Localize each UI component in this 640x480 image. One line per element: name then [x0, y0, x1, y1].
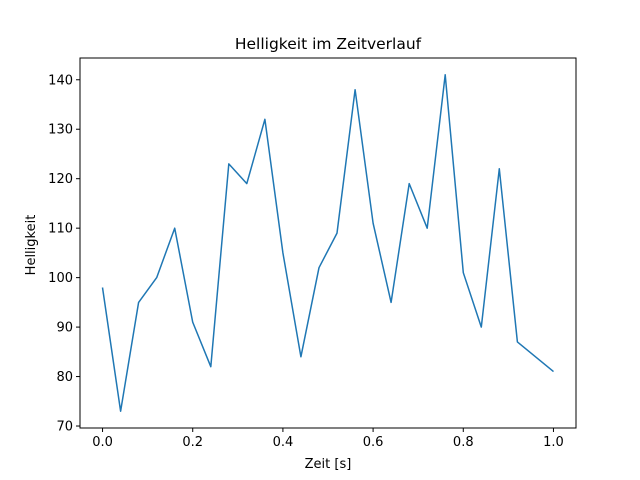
y-tick-label: 70 [56, 420, 73, 435]
y-tick-label: 120 [48, 172, 73, 187]
y-axis-title: Helligkeit [24, 215, 39, 276]
x-axis-title: Zeit [s] [305, 457, 352, 472]
y-tick-label: 140 [48, 73, 73, 88]
x-tick-label: 0.6 [363, 435, 384, 450]
y-tick-label: 100 [48, 271, 73, 286]
x-tick-label: 0.0 [92, 435, 113, 450]
plot-area [101, 74, 554, 412]
x-tick-label: 0.8 [453, 435, 474, 450]
y-tick-label: 90 [56, 321, 73, 336]
y-axis-ticks: 70 80 90 100 110 120 130 140 [48, 73, 80, 435]
y-tick-label: 110 [48, 222, 73, 237]
axes-frame [79, 57, 577, 429]
chart-title: Helligkeit im Zeitverlauf [235, 35, 422, 53]
x-tick-label: 0.4 [273, 435, 294, 450]
x-axis-ticks: 0.0 0.2 0.4 0.6 0.8 1.0 [92, 428, 564, 450]
x-tick-label: 1.0 [543, 435, 564, 450]
y-tick-label: 130 [48, 123, 73, 138]
y-tick-label: 80 [56, 370, 73, 385]
x-tick-label: 0.2 [182, 435, 203, 450]
